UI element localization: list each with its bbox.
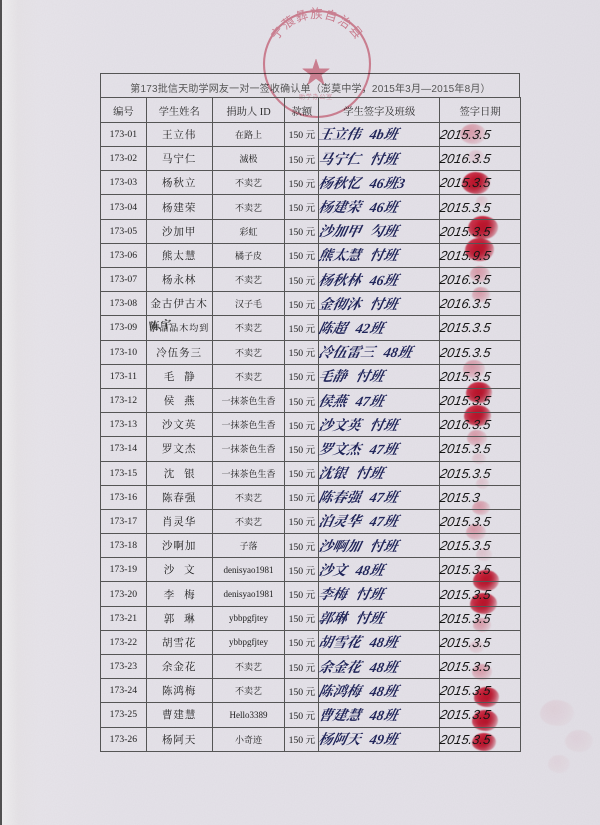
svg-text:宁蒗彝族自治县: 宁蒗彝族自治县: [267, 7, 365, 43]
